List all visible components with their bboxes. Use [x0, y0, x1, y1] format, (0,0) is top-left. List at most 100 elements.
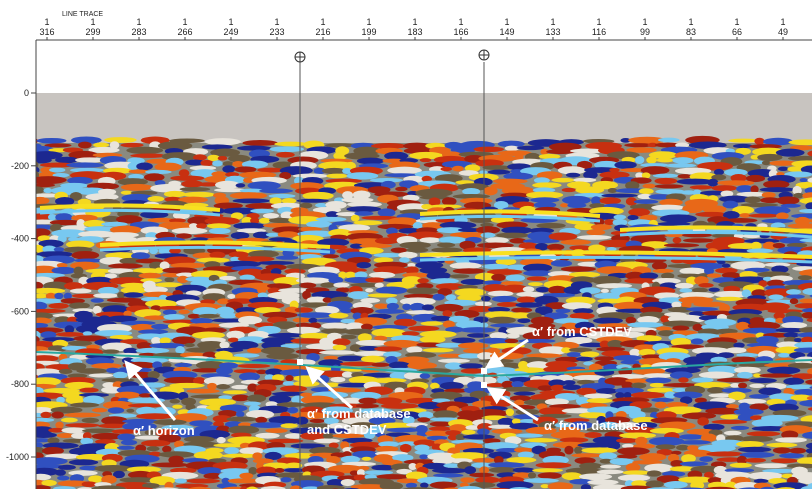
reflector: [196, 223, 207, 228]
reflector: [660, 214, 697, 223]
reflector: [64, 413, 101, 418]
reflector: [386, 428, 419, 433]
reflector: [627, 322, 663, 328]
reflector: [773, 447, 791, 453]
reflector: [481, 296, 491, 302]
reflector: [371, 363, 389, 367]
reflector: [129, 169, 149, 173]
reflector: [776, 212, 789, 219]
trace-tick-label: 266: [177, 27, 192, 37]
reflector: [224, 447, 239, 454]
reflector: [513, 467, 535, 473]
reflector: [267, 283, 292, 288]
reflector: [786, 289, 801, 295]
reflector: [664, 243, 699, 247]
reflector: [417, 278, 428, 283]
trace-tick-top: 1: [550, 17, 555, 27]
reflector: [517, 296, 536, 303]
reflector: [690, 185, 713, 189]
reflector: [135, 368, 152, 373]
reflector: [491, 274, 506, 281]
reflector: [376, 446, 398, 452]
reflector: [462, 188, 480, 195]
reflector: [216, 384, 230, 389]
reflector: [577, 235, 612, 240]
reflector: [337, 356, 364, 362]
reflector: [708, 288, 720, 292]
reflector: [771, 458, 798, 463]
reflector: [617, 454, 637, 459]
reflector: [346, 172, 378, 179]
reflector: [728, 139, 759, 143]
reflector: [488, 317, 516, 324]
reflector: [164, 277, 174, 282]
reflector: [236, 411, 245, 417]
trace-tick-label: 216: [315, 27, 330, 37]
trace-tick-top: 1: [274, 17, 279, 27]
trace-tick-label: 283: [131, 27, 146, 37]
reflector: [313, 438, 340, 443]
reflector: [113, 372, 128, 379]
reflector: [488, 170, 511, 175]
trace-tick-top: 1: [780, 17, 785, 27]
reflector: [218, 156, 228, 160]
reflector: [672, 388, 687, 392]
reflector: [293, 375, 314, 381]
reflector: [627, 215, 638, 220]
reflector: [58, 465, 76, 470]
trace-tick-top: 1: [366, 17, 371, 27]
reflector: [172, 405, 182, 409]
reflector: [417, 417, 430, 422]
reflector: [781, 322, 807, 328]
reflector: [159, 306, 186, 310]
reflector: [76, 368, 107, 374]
reflector: [616, 438, 638, 443]
reflector: [209, 228, 231, 234]
reflector: [422, 304, 434, 310]
trace-tick-label: 249: [223, 27, 238, 37]
reflector: [673, 237, 682, 243]
reflector: [357, 158, 384, 165]
reflector: [717, 180, 754, 185]
reflector: [364, 470, 393, 475]
reflector: [421, 321, 443, 325]
reflector: [92, 408, 108, 413]
reflector: [594, 356, 615, 360]
reflector: [144, 315, 167, 319]
reflector: [398, 252, 417, 259]
reflector: [275, 468, 285, 473]
reflector: [460, 477, 475, 483]
reflector: [374, 336, 387, 341]
reflector: [78, 142, 92, 149]
reflector: [691, 338, 704, 344]
reflector: [287, 407, 298, 413]
reflector: [532, 468, 563, 472]
reflector: [440, 167, 452, 171]
trace-tick-top: 1: [136, 17, 141, 27]
above-datum: [36, 40, 812, 93]
reflector: [647, 470, 661, 476]
depth-tick-label: -1000: [6, 452, 29, 462]
reflector: [566, 173, 580, 178]
reflector: [54, 247, 65, 252]
reflector: [75, 157, 104, 162]
reflector: [580, 287, 601, 294]
reflector: [126, 147, 163, 154]
reflector: [184, 343, 194, 347]
reflector: [259, 218, 270, 224]
marker: [481, 382, 487, 388]
reflector: [507, 333, 520, 338]
reflector: [91, 298, 104, 303]
reflector: [420, 373, 431, 379]
reflector: [744, 239, 780, 243]
reflector: [151, 324, 169, 330]
reflector: [438, 359, 470, 363]
reflector: [308, 318, 317, 323]
reflector: [651, 398, 674, 402]
reflector: [738, 447, 771, 453]
trace-tick-label: 316: [39, 27, 54, 37]
reflector: [682, 412, 716, 419]
reflector: [233, 198, 270, 203]
reflector: [564, 446, 573, 455]
reflector: [536, 223, 565, 229]
